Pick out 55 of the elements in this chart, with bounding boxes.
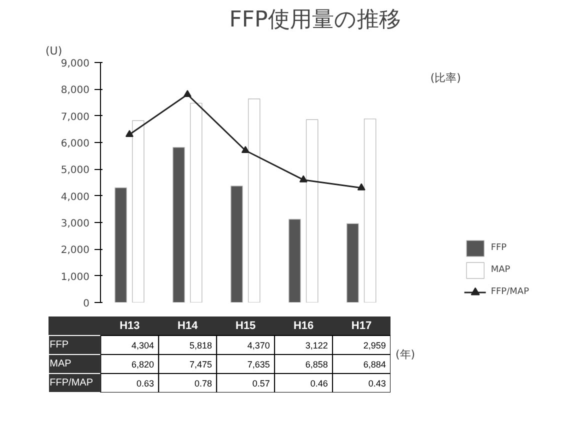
- data-label: 0.57: [252, 378, 270, 388]
- data-label: 6,884: [363, 360, 386, 370]
- data-label: 6,858: [305, 360, 328, 370]
- bar: [114, 187, 127, 302]
- legend-label: FFP/MAP: [490, 287, 529, 297]
- y-tick-label: 6,000: [60, 138, 90, 150]
- text: MAP: [50, 358, 72, 370]
- point: [125, 130, 134, 138]
- y-tick-label: 2,000: [60, 245, 90, 256]
- x-tick-label: H13: [120, 320, 140, 332]
- text: FFP/MAP: [50, 378, 94, 388]
- data-label: 0.43: [368, 378, 386, 388]
- bar: [172, 147, 185, 302]
- x-tick-label: H17: [351, 320, 372, 332]
- bar: [288, 218, 301, 302]
- point: [299, 175, 308, 182]
- data-label: 6,820: [131, 360, 154, 370]
- y-tick-label: 1,000: [60, 272, 90, 283]
- x-axis-title: (年): [396, 348, 416, 361]
- data-label: 5,818: [189, 340, 212, 350]
- y-tick-label: 8,000: [60, 85, 90, 96]
- data-label: 2,959: [363, 340, 386, 350]
- chart-title: FFP使用量の推移: [229, 8, 401, 32]
- bar: [306, 119, 318, 302]
- data-label: 3,122: [305, 340, 328, 350]
- data-label: 7,635: [247, 360, 270, 370]
- data-label: 0.78: [194, 378, 212, 388]
- bar: [346, 223, 359, 302]
- x-tick-label: H14: [178, 320, 199, 332]
- y-tick-label: 7,000: [60, 112, 90, 123]
- bar: [230, 186, 243, 302]
- bar: [364, 118, 376, 302]
- x-tick-label: H16: [293, 320, 314, 332]
- y-tick-label: 4,000: [60, 192, 90, 203]
- y-tick-label: 0: [83, 298, 90, 310]
- bar: [248, 98, 260, 302]
- bar: [132, 120, 144, 302]
- y-tick-label: 9,000: [60, 58, 90, 70]
- point: [357, 183, 366, 190]
- y-tick-label: 5,000: [60, 165, 90, 176]
- y-axis-title: (U): [46, 44, 62, 58]
- point: [183, 90, 192, 98]
- y2-axis-title: (比率): [430, 72, 461, 84]
- data-label: 7,475: [189, 360, 212, 370]
- data-label: 0.63: [136, 378, 154, 388]
- x-tick-label: H15: [235, 320, 256, 332]
- bar: [190, 102, 202, 302]
- data-label: 4,304: [131, 340, 154, 350]
- data-label: 4,370: [247, 340, 270, 350]
- point: [241, 146, 250, 154]
- text: FFP: [50, 340, 69, 350]
- y-tick-label: 3,000: [60, 218, 90, 230]
- legend-label: MAP: [490, 265, 511, 275]
- legend-label: FFP: [490, 243, 508, 253]
- data-label: 0.46: [310, 378, 328, 388]
